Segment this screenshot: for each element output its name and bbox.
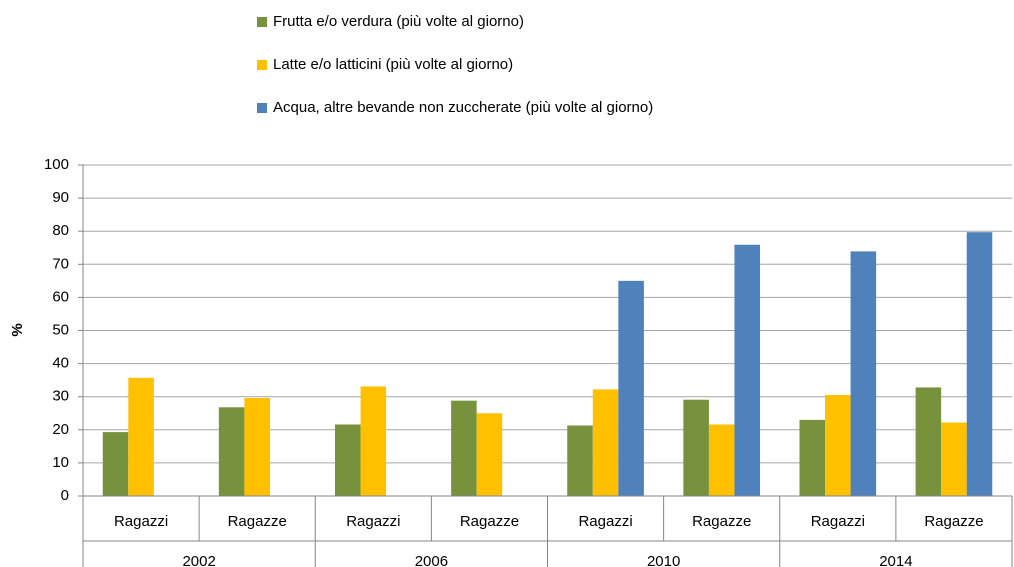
bar bbox=[334, 424, 361, 496]
bar bbox=[128, 377, 154, 496]
bar bbox=[734, 244, 761, 496]
bar bbox=[451, 400, 477, 496]
group-label: 2010 bbox=[647, 553, 680, 567]
bar bbox=[360, 386, 387, 496]
x-tick-label: Ragazze bbox=[692, 513, 751, 530]
bar bbox=[966, 232, 993, 496]
x-tick-label: Ragazzi bbox=[578, 513, 632, 530]
bar bbox=[218, 407, 245, 496]
bar bbox=[476, 413, 503, 496]
legend-label: Acqua, altre bevande non zuccherate (più… bbox=[273, 99, 653, 116]
group-label: 2002 bbox=[182, 553, 215, 567]
bar bbox=[799, 419, 826, 496]
legend-label: Frutta e/o verdura (più volte al giorno) bbox=[273, 13, 524, 30]
legend-swatch bbox=[257, 17, 267, 27]
bar bbox=[567, 425, 593, 496]
x-tick-label: Ragazzi bbox=[811, 513, 865, 530]
bar bbox=[915, 387, 942, 496]
x-tick-label: Ragazze bbox=[924, 513, 983, 530]
x-tick-label: Ragazze bbox=[460, 513, 519, 530]
x-tick-label: Ragazze bbox=[228, 513, 287, 530]
y-tick-label: 30 bbox=[52, 388, 69, 405]
x-tick-label: Ragazzi bbox=[114, 513, 168, 530]
y-axis-label: % bbox=[9, 323, 26, 336]
legend-swatch bbox=[257, 60, 267, 70]
y-tick-label: 0 bbox=[61, 487, 69, 504]
legend-swatch bbox=[257, 103, 267, 113]
bar bbox=[825, 395, 851, 496]
bar bbox=[244, 398, 270, 496]
y-tick-label: 100 bbox=[44, 156, 69, 173]
y-tick-label: 50 bbox=[52, 321, 69, 338]
legend-label: Latte e/o latticini (più volte al giorno… bbox=[273, 56, 513, 73]
bar bbox=[102, 432, 129, 496]
bar bbox=[618, 280, 644, 496]
x-tick-label: Ragazzi bbox=[346, 513, 400, 530]
y-tick-label: 80 bbox=[52, 222, 69, 239]
y-tick-label: 90 bbox=[52, 189, 69, 206]
bar bbox=[592, 389, 619, 496]
group-label: 2014 bbox=[879, 553, 912, 567]
bar bbox=[941, 422, 967, 496]
y-tick-label: 10 bbox=[52, 454, 69, 471]
bar bbox=[708, 424, 735, 496]
group-label: 2006 bbox=[415, 553, 448, 567]
y-tick-label: 70 bbox=[52, 255, 69, 272]
y-tick-label: 40 bbox=[52, 355, 69, 372]
y-tick-label: 60 bbox=[52, 288, 69, 305]
bar bbox=[850, 251, 877, 496]
bar bbox=[683, 399, 709, 496]
y-tick-label: 20 bbox=[52, 421, 69, 438]
